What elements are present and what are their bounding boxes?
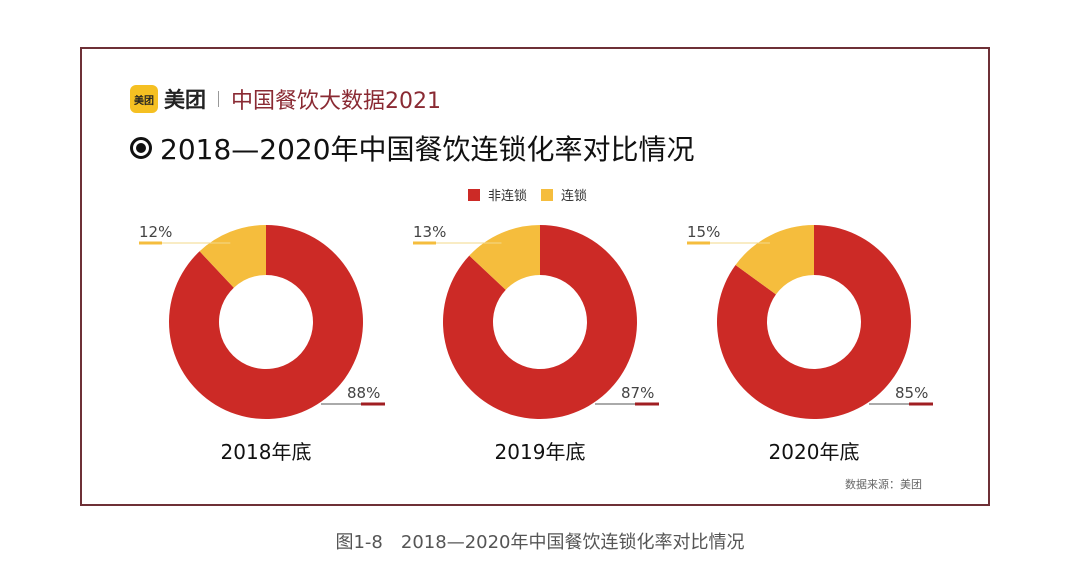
slice-nonchain [169, 225, 363, 419]
slice-chain [735, 224, 814, 295]
chart-title-row: 2018—2020年中国餐饮连锁化率对比情况 [130, 128, 695, 168]
legend-item-nonchain: 非连锁 [468, 185, 527, 204]
data-label-chain: 12% [139, 223, 172, 241]
legend: 非连锁 连锁 [468, 185, 587, 204]
chart-title: 2018—2020年中国餐饮连锁化率对比情况 [160, 133, 695, 166]
data-label-nonchain: 88% [347, 384, 380, 402]
divider [218, 91, 219, 107]
brand-header: 美团 美团 中国餐饮大数据2021 [130, 83, 441, 115]
data-source: 数据来源：美团 [845, 478, 922, 491]
figure-caption: 图1-8 2018—2020年中国餐饮连锁化率对比情况 [335, 532, 745, 553]
chart-label: 2018年底 [221, 440, 312, 464]
brand-name: 美团 [164, 88, 206, 112]
legend-item-chain: 连锁 [541, 185, 587, 204]
slice-nonchain [716, 225, 911, 419]
slice-chain [469, 225, 540, 290]
data-label-nonchain: 87% [621, 384, 654, 402]
meituan-logo: 美团 [130, 85, 158, 113]
data-label-chain: 15% [687, 223, 720, 241]
data-label-nonchain: 85% [895, 384, 928, 402]
bullet-icon [130, 137, 152, 159]
chart-label: 2019年底 [495, 440, 586, 464]
data-label-chain: 13% [413, 223, 446, 241]
report-title: 中国餐饮大数据2021 [231, 89, 441, 114]
chart-label: 2020年底 [769, 440, 860, 464]
slice-chain [199, 225, 266, 288]
slice-nonchain [443, 225, 637, 419]
